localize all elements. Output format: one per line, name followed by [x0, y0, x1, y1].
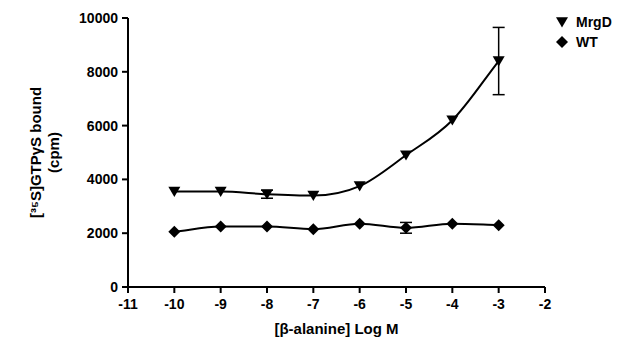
series-line: [174, 61, 498, 196]
data-point: [307, 191, 319, 201]
y-tick: [122, 71, 128, 73]
chart: 0 2000 4000 6000 8000 10000 -11 -10 -9 -8 -7 -6 -5 -4…: [0, 0, 620, 360]
legend-label: MrgD: [576, 14, 612, 30]
x-tick: [127, 287, 129, 293]
x-tick: [173, 287, 175, 293]
y-tick-label: 6000: [87, 118, 118, 134]
y-tick-label: 10000: [79, 10, 118, 26]
data-point: [400, 222, 412, 234]
y-tick-label: 0: [110, 279, 118, 295]
data-point: [446, 218, 458, 230]
y-tick: [122, 232, 128, 234]
x-tick: [405, 287, 407, 293]
x-tick: [312, 287, 314, 293]
legend-label: WT: [576, 34, 598, 50]
y-tick: [122, 17, 128, 19]
error-bar: [493, 27, 505, 94]
error-bar: [400, 222, 412, 233]
y-tick: [122, 125, 128, 127]
x-tick-label: -9: [214, 296, 227, 312]
data-point: [168, 226, 180, 238]
x-axis: [128, 286, 545, 288]
data-point: [446, 115, 458, 125]
y-axis-label: [³⁵S]GTPγS bound(cpm): [27, 87, 62, 218]
x-tick: [266, 287, 268, 293]
legend: MrgD WT: [556, 14, 612, 50]
data-point: [261, 220, 273, 232]
data-point: [354, 181, 366, 191]
x-tick-label: -11: [118, 296, 138, 312]
x-tick: [359, 287, 361, 293]
data-point: [354, 218, 366, 230]
x-tick-label: -8: [261, 296, 274, 312]
x-tick-label: -7: [307, 296, 320, 312]
x-tick-label: -6: [353, 296, 366, 312]
x-tick: [544, 287, 546, 293]
legend-marker: [556, 36, 568, 48]
data-point: [307, 223, 319, 235]
data-point: [493, 56, 505, 66]
y-tick-label: 8000: [87, 64, 118, 80]
data-point: [400, 150, 412, 160]
x-tick: [220, 287, 222, 293]
x-tick: [498, 287, 500, 293]
x-tick-label: -3: [492, 296, 505, 312]
x-axis-label: [β-alanine] Log M: [274, 320, 398, 337]
y-axis: [127, 18, 129, 287]
plot-area: [168, 27, 504, 237]
x-tick-label: -2: [539, 296, 552, 312]
x-tick-label: -10: [164, 296, 184, 312]
x-tick-label: -5: [400, 296, 413, 312]
data-point: [261, 189, 273, 199]
data-point: [493, 219, 505, 231]
x-tick: [451, 287, 453, 293]
y-tick-label: 4000: [87, 171, 118, 187]
legend-marker: [556, 17, 568, 27]
data-point: [168, 187, 180, 197]
y-tick-label: 2000: [87, 225, 118, 241]
data-point: [215, 220, 227, 232]
y-tick: [122, 178, 128, 180]
x-tick-label: -4: [446, 296, 459, 312]
data-point: [215, 187, 227, 197]
